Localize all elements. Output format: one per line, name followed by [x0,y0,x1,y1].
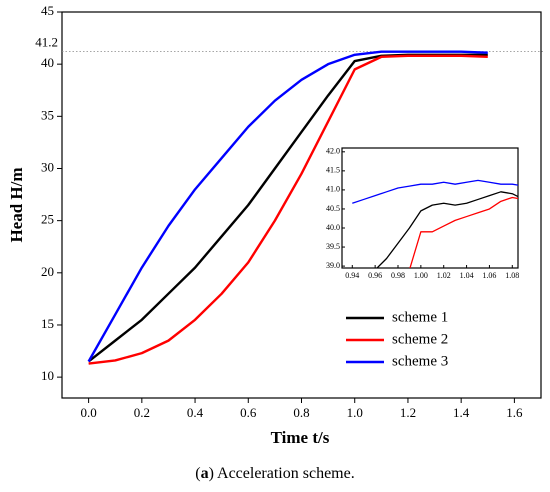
y-tick-label: 41.0 [326,185,340,194]
x-tick-label: 0.94 [345,271,359,280]
caption-part: a [201,465,209,482]
x-tick-label: 0.6 [240,405,257,420]
y-tick-label: 30 [41,159,54,174]
reference-label: 41.2 [35,35,58,50]
y-tick-label: 40 [41,55,54,70]
y-tick-label: 40.0 [326,223,340,232]
legend-label: scheme 3 [392,353,448,369]
caption: (a) Acceleration scheme. [195,465,354,482]
legend-label: scheme 2 [392,331,448,347]
y-axis-label: Head H/m [7,167,26,242]
x-tick-label: 0.4 [187,405,204,420]
inset-lines [352,179,518,268]
x-tick-label: 1.00 [414,271,428,280]
y-tick-label: 41.5 [326,166,340,175]
x-tick-label: 1.06 [482,271,496,280]
x-tick-label: 1.02 [437,271,451,280]
series-line [376,191,518,268]
x-tick-label: 1.0 [347,405,363,420]
legend-label: scheme 1 [392,309,448,325]
y-tick-label: 20 [41,264,54,279]
y-tick-label: 45 [41,3,54,18]
y-tick-label: 42.0 [326,147,340,156]
series-line [88,54,488,365]
y-tick-label: 10 [41,368,54,383]
x-tick-label: 1.08 [505,271,519,280]
y-tick-label: 15 [41,316,54,331]
x-tick-label: 1.6 [506,405,523,420]
x-axis-label: Time t/s [271,428,330,447]
x-tick-label: 1.2 [400,405,416,420]
y-tick-label: 25 [41,212,54,227]
y-tick-label: 35 [41,107,54,122]
inset-frame [341,147,519,269]
x-tick-label: 0.0 [80,405,96,420]
y-tick-label: 40.5 [326,204,340,213]
x-tick-label: 1.04 [460,271,474,280]
x-tick-label: 1.4 [453,405,470,420]
series-line [87,50,488,363]
x-tick-label: 0.2 [134,405,150,420]
x-tick-label: 0.98 [391,271,405,280]
x-tick-label: 0.8 [293,405,309,420]
y-tick-label: 39.0 [326,261,340,270]
x-tick-label: 0.96 [368,271,382,280]
caption-part: ( [195,465,200,482]
series-line [352,179,518,204]
caption-part: ) Acceleration scheme. [209,465,355,482]
y-tick-label: 39.5 [326,242,340,251]
series-line [409,196,518,268]
